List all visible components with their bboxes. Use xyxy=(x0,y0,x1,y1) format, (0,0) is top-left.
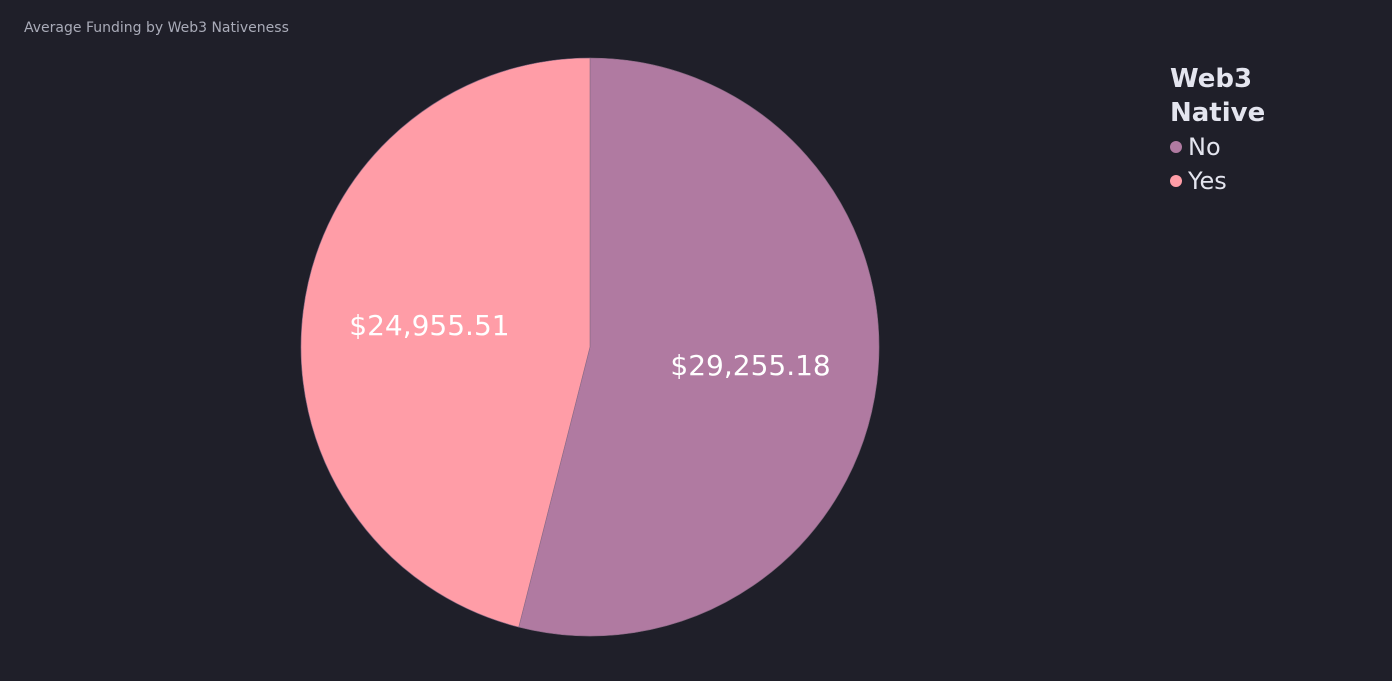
pie-slice-no[interactable] xyxy=(518,57,880,637)
legend-dot-icon xyxy=(1170,141,1182,153)
legend-label: No xyxy=(1188,133,1221,161)
legend-label: Yes xyxy=(1188,167,1227,195)
legend-item-no[interactable]: No xyxy=(1170,130,1280,164)
data-label-yes: $24,955.51 xyxy=(349,309,509,342)
pie-slice-yes[interactable] xyxy=(300,57,591,628)
data-label-no: $29,255.18 xyxy=(670,349,830,382)
legend-dot-icon xyxy=(1170,175,1182,187)
chart-title: Average Funding by Web3 Nativeness xyxy=(24,20,289,36)
legend-item-yes[interactable]: Yes xyxy=(1170,164,1280,198)
legend: Web3 Native No Yes xyxy=(1170,62,1280,198)
legend-title: Web3 Native xyxy=(1170,64,1266,128)
